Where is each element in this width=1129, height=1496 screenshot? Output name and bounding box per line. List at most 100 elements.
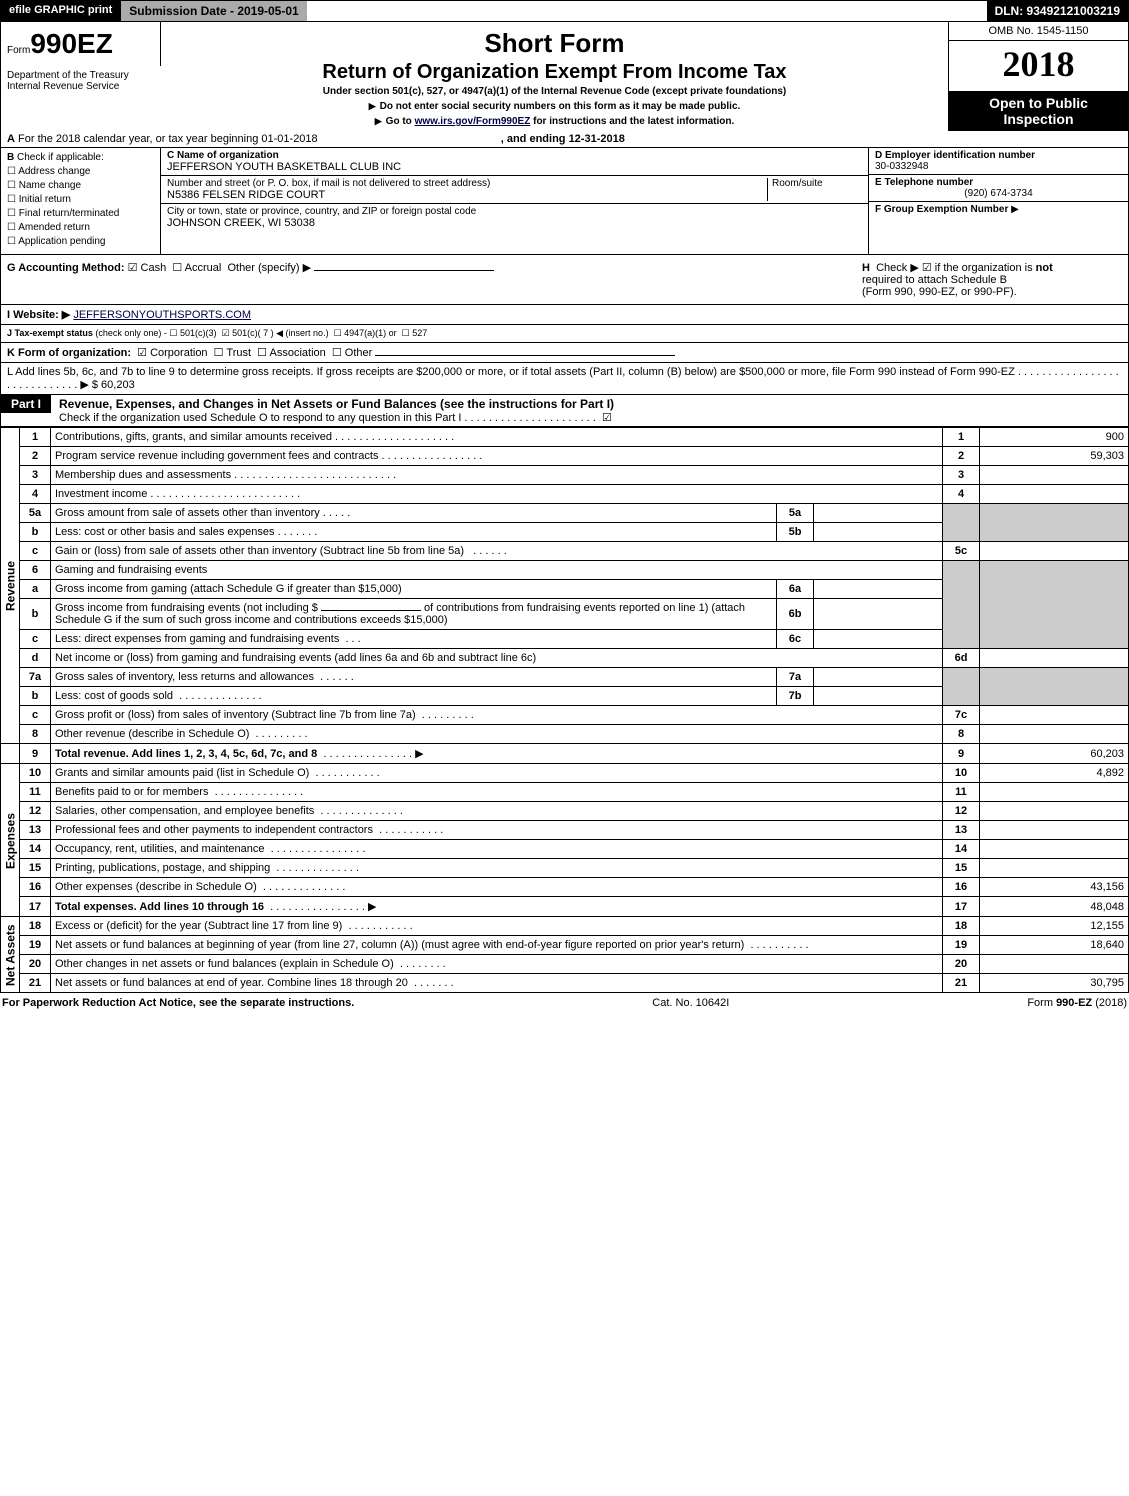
irs-link[interactable]: www.irs.gov/Form990EZ	[415, 116, 531, 127]
line-5a-sub: 5a	[777, 504, 814, 523]
line-4-code: 4	[943, 485, 980, 504]
org-name: JEFFERSON YOUTH BASKETBALL CLUB INC	[167, 161, 401, 173]
k-other[interactable]: Other	[345, 347, 373, 359]
line-6b-desc1: Gross income from fundraising events (no…	[55, 602, 318, 614]
check-initial-return[interactable]: ☐ Initial return	[7, 194, 154, 205]
line-6c-subamt	[814, 630, 943, 649]
g-accounting: G Accounting Method: ☑ Cash ☐ Accrual Ot…	[7, 261, 494, 298]
revenue-section-label: Revenue	[1, 428, 20, 744]
line-15-code: 15	[943, 859, 980, 878]
website-link[interactable]: JEFFERSONYOUTHSPORTS.COM	[73, 309, 251, 321]
j-527[interactable]: 527	[412, 328, 427, 338]
line-20-num: 20	[20, 955, 51, 974]
line-2-num: 2	[20, 447, 51, 466]
check-amended-return[interactable]: ☐ Amended return	[7, 222, 154, 233]
line-7c-amt	[980, 706, 1129, 725]
line-7c-desc: Gross profit or (loss) from sales of inv…	[55, 709, 416, 721]
g-cash[interactable]: Cash	[141, 262, 167, 274]
line-6a-desc: Gross income from gaming (attach Schedul…	[51, 580, 777, 599]
line-13-desc: Professional fees and other payments to …	[55, 824, 373, 836]
line-7b-num: b	[20, 687, 51, 706]
line-21-code: 21	[943, 974, 980, 993]
j-501c3[interactable]: 501(c)(3)	[180, 328, 217, 338]
entity-block: B Check if applicable: ☐ Address change …	[0, 148, 1129, 255]
check-final-return[interactable]: ☐ Final return/terminated	[7, 208, 154, 219]
check-name-change[interactable]: ☐ Name change	[7, 180, 154, 191]
part1-title: Revenue, Expenses, and Changes in Net As…	[59, 397, 614, 411]
k-assoc[interactable]: Association	[270, 347, 326, 359]
line-13-num: 13	[20, 821, 51, 840]
line-3-desc: Membership dues and assessments	[55, 469, 231, 481]
line-11-num: 11	[20, 783, 51, 802]
g-other[interactable]: Other (specify) ▶	[227, 262, 311, 274]
line-1-desc: Contributions, gifts, grants, and simila…	[55, 431, 332, 443]
line-18-desc: Excess or (deficit) for the year (Subtra…	[55, 920, 342, 932]
line-20-code: 20	[943, 955, 980, 974]
section-a-letter: A	[7, 133, 15, 145]
line-16-code: 16	[943, 878, 980, 897]
k-corp[interactable]: Corporation	[150, 347, 207, 359]
group-exemption-arrow: ▶	[1011, 204, 1019, 215]
line-1-code: 1	[943, 428, 980, 447]
j-insert: ◀ (insert no.)	[276, 328, 328, 338]
line-15-desc: Printing, publications, postage, and shi…	[55, 862, 270, 874]
line-16-num: 16	[20, 878, 51, 897]
line-14-code: 14	[943, 840, 980, 859]
name-address-col: C Name of organization JEFFERSON YOUTH B…	[161, 148, 868, 254]
h-text1: if the organization is	[935, 262, 1033, 274]
line-10-desc: Grants and similar amounts paid (list in…	[55, 767, 309, 779]
line-12-num: 12	[20, 802, 51, 821]
line-4-amt	[980, 485, 1129, 504]
line-1-num: 1	[20, 428, 51, 447]
section-a: A For the 2018 calendar year, or tax yea…	[0, 131, 1129, 148]
line-12-code: 12	[943, 802, 980, 821]
instr-prefix: Go to	[386, 116, 415, 127]
line-5b-sub: 5b	[777, 523, 814, 542]
line-6a-sub: 6a	[777, 580, 814, 599]
line-3-amt	[980, 466, 1129, 485]
j-501c[interactable]: 501(c)( 7 )	[232, 328, 274, 338]
footer-left: For Paperwork Reduction Act Notice, see …	[2, 997, 354, 1009]
line-1-amt: 900	[980, 428, 1129, 447]
instruction-privacy: Do not enter social security numbers on …	[165, 101, 944, 112]
dept-treasury: Department of the Treasury Internal Reve…	[1, 66, 161, 96]
k-trust[interactable]: Trust	[226, 347, 251, 359]
line-5c-amt	[980, 542, 1129, 561]
dept-line-1: Department of the Treasury	[7, 70, 155, 81]
line-2-code: 2	[943, 447, 980, 466]
l-row: L Add lines 5b, 6c, and 7b to line 9 to …	[0, 363, 1129, 395]
g-accrual[interactable]: Accrual	[185, 262, 222, 274]
line-7a-num: 7a	[20, 668, 51, 687]
line-8-code: 8	[943, 725, 980, 744]
line-5c-code: 5c	[943, 542, 980, 561]
financial-table: Revenue 1 Contributions, gifts, grants, …	[0, 427, 1129, 993]
check-address-change[interactable]: ☐ Address change	[7, 166, 154, 177]
line-7b-sub: 7b	[777, 687, 814, 706]
line-18-amt: 12,155	[980, 917, 1129, 936]
line-7b-subamt	[814, 687, 943, 706]
part1-header-row: Part I Revenue, Expenses, and Changes in…	[0, 395, 1129, 427]
line-10-code: 10	[943, 764, 980, 783]
line-11-code: 11	[943, 783, 980, 802]
line-21-amt: 30,795	[980, 974, 1129, 993]
j-sub: (check only one) -	[95, 328, 167, 338]
city-state-zip: JOHNSON CREEK, WI 53038	[167, 217, 315, 229]
phone-label: E Telephone number	[875, 177, 973, 188]
omb-number: OMB No. 1545-1150	[949, 22, 1128, 41]
line-19-num: 19	[20, 936, 51, 955]
line-7a-sub: 7a	[777, 668, 814, 687]
line-6b-subamt	[814, 599, 943, 630]
shade-7-amt	[980, 668, 1129, 706]
footer-center: Cat. No. 10642I	[652, 997, 729, 1009]
line-6c-sub: 6c	[777, 630, 814, 649]
h-check-arrow: Check ▶	[876, 262, 919, 274]
line-8-amt	[980, 725, 1129, 744]
check-application-pending[interactable]: ☐ Application pending	[7, 236, 154, 247]
street-address: N5386 FELSEN RIDGE COURT	[167, 189, 325, 201]
efile-print-button[interactable]: efile GRAPHIC print	[1, 1, 120, 21]
j-4947[interactable]: 4947(a)(1) or	[344, 328, 397, 338]
line-5a-subamt	[814, 504, 943, 523]
open-public-2: Inspection	[953, 111, 1124, 127]
line-8-desc: Other revenue (describe in Schedule O)	[55, 728, 249, 740]
open-public-1: Open to Public	[953, 95, 1124, 111]
